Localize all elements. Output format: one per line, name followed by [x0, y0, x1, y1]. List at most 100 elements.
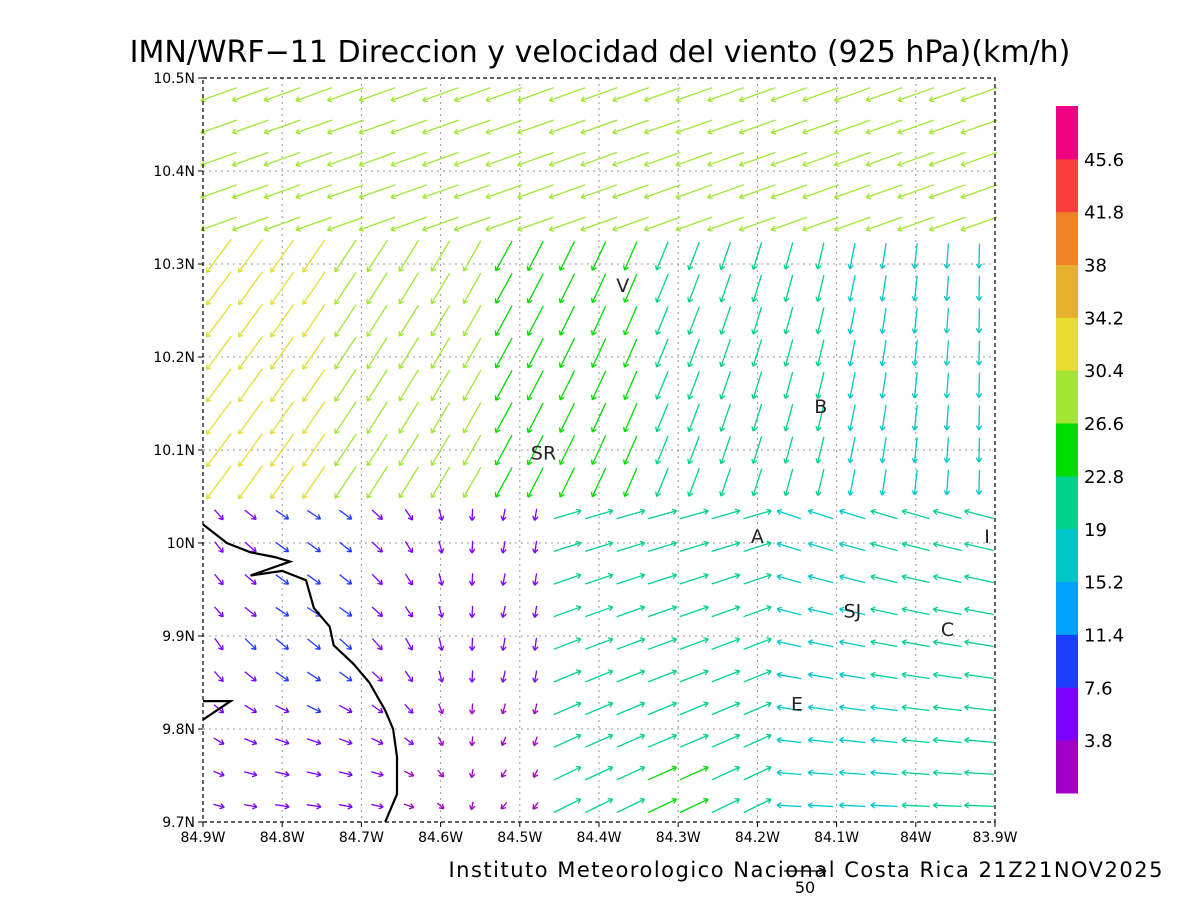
wind-vector — [776, 639, 802, 648]
wind-vector — [911, 307, 919, 334]
wind-vector — [932, 541, 962, 552]
colorbar-swatch — [1056, 423, 1078, 477]
wind-vector — [468, 703, 476, 715]
wind-vector — [879, 372, 887, 399]
wind-vector — [847, 404, 856, 432]
wind-vector — [430, 304, 451, 337]
wind-vector — [707, 216, 744, 232]
wind-vector — [776, 573, 802, 584]
wind-vector — [558, 305, 576, 336]
wind-vector — [839, 704, 866, 712]
colorbar-label: 30.4 — [1084, 361, 1124, 382]
wind-vector — [960, 87, 998, 103]
wind-vector — [295, 87, 333, 103]
wind-vector — [911, 469, 919, 496]
wind-vector — [975, 340, 983, 366]
wind-vector — [398, 272, 420, 305]
wind-vector — [398, 401, 420, 434]
wind-vector — [743, 572, 772, 585]
x-tick-label: 84.7W — [339, 830, 384, 846]
wind-vector — [807, 671, 834, 680]
wind-vector — [647, 701, 678, 716]
wind-vector — [932, 573, 962, 584]
wind-vector — [371, 671, 384, 682]
wind-vector — [901, 704, 930, 712]
wind-vector — [687, 241, 700, 271]
wind-vector — [879, 404, 887, 431]
wind-vector — [327, 151, 364, 168]
wind-vector — [517, 216, 554, 232]
colorbar-swatch — [1056, 687, 1078, 741]
x-tick-label: 84.3W — [656, 830, 701, 846]
wind-vector — [815, 468, 825, 497]
wind-vector — [390, 151, 428, 168]
wind-vector — [643, 184, 681, 200]
wind-vector — [839, 606, 866, 616]
reference-vector-label: 50 — [795, 878, 815, 897]
wind-vector — [422, 184, 459, 200]
wind-vector — [932, 671, 962, 680]
wind-vector — [839, 802, 866, 809]
wind-vector — [743, 669, 772, 683]
wind-vector — [719, 435, 732, 465]
wind-vector — [213, 737, 225, 745]
wind-vector — [237, 303, 263, 338]
wind-vector — [590, 338, 607, 368]
wind-vector — [237, 336, 263, 371]
wind-vector — [964, 769, 994, 777]
wind-vector — [612, 87, 649, 103]
place-label: B — [814, 396, 827, 418]
wind-vector — [839, 508, 866, 520]
wind-vector — [807, 508, 834, 520]
x-tick-label: 84W — [900, 830, 932, 846]
wind-vector — [839, 541, 866, 552]
wind-vector — [214, 637, 224, 651]
wind-vector — [743, 701, 772, 716]
wind-vector — [964, 736, 994, 744]
x-axis: 84.9W 84.8W 84.7W 84.6W 84.5W 84.4W 84.3W 84.2W… — [180, 822, 1018, 846]
wind-vector — [338, 803, 353, 810]
wind-vector — [776, 606, 802, 616]
wind-vector — [500, 769, 507, 778]
wind-vector — [338, 738, 353, 746]
wind-vector — [879, 437, 887, 464]
wind-vector — [244, 606, 257, 617]
wind-vector — [839, 671, 866, 680]
wind-vector — [743, 637, 772, 650]
wind-vector — [334, 336, 357, 370]
y-tick-label: 9.7N — [162, 815, 195, 831]
wind-vector — [679, 797, 709, 814]
wind-vector — [334, 466, 357, 499]
wind-vector — [975, 470, 983, 495]
wind-vector — [500, 605, 507, 618]
wind-vector — [526, 370, 544, 401]
wind-vector — [275, 738, 290, 746]
wind-vector — [943, 308, 951, 334]
peninsula-line — [202, 699, 235, 721]
wind-vector — [751, 403, 763, 432]
wind-vector — [438, 540, 445, 554]
wind-vector — [585, 669, 614, 683]
wind-vector — [302, 239, 326, 273]
wind-vector — [964, 671, 994, 680]
colorbar-swatch — [1056, 528, 1078, 583]
x-tick-label: 84.2W — [735, 830, 780, 846]
wind-vector — [585, 733, 614, 748]
wind-vector — [517, 119, 554, 135]
wind-vector — [870, 736, 898, 744]
wind-vector — [526, 240, 544, 272]
wind-vector — [865, 216, 903, 232]
wind-vector — [404, 703, 414, 714]
wind-vector — [371, 638, 383, 651]
colorbar-swatch — [1056, 158, 1078, 213]
wind-vector — [807, 736, 834, 744]
wind-vector — [580, 87, 618, 103]
wind-vector — [438, 670, 445, 683]
wind-vector — [462, 434, 482, 466]
wind-vector — [580, 184, 618, 200]
wind-vector — [532, 670, 539, 683]
wind-vector — [462, 272, 482, 304]
wind-vector — [275, 671, 290, 682]
wind-vector — [500, 540, 507, 554]
wind-vector — [711, 637, 741, 650]
